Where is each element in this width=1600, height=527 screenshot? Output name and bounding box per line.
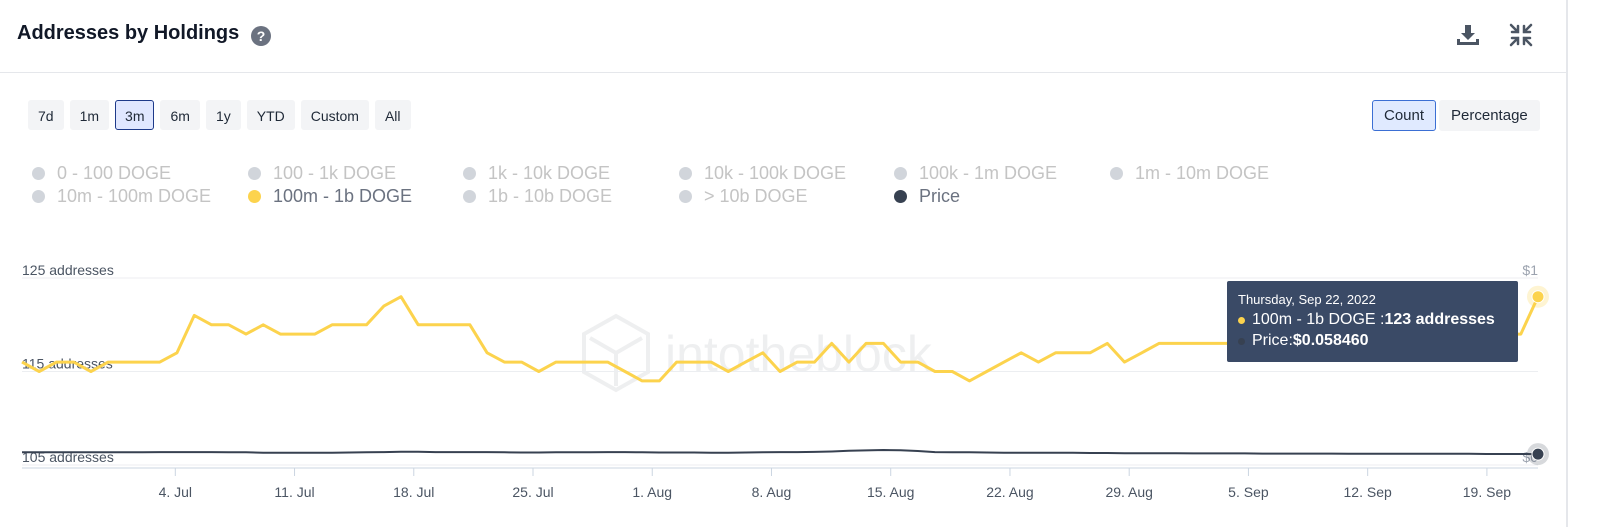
legend-item[interactable]: Price [894,186,960,207]
x-tick-label: 25. Jul [512,484,553,500]
tooltip-series-label: 100m - 1b DOGE : [1252,311,1385,328]
legend-label: Price [919,186,961,206]
legend-dot [463,190,476,203]
range-button-7d[interactable]: 7d [28,100,64,130]
range-button-1m[interactable]: 1m [69,100,110,130]
legend-dot [248,167,261,180]
tooltip-price-value: $0.058460 [1292,332,1369,349]
tooltip-date: Thursday, Sep 22, 2022 [1238,292,1376,307]
watermark-text: intotheblock [665,326,933,382]
legend-dot [679,167,692,180]
legend-item[interactable]: 10k - 100k DOGE [679,163,846,184]
legend-label: 0 - 100 DOGE [57,163,172,183]
legend-label: 1b - 10b DOGE [488,186,613,206]
legend-item[interactable]: 1k - 10k DOGE [463,163,610,184]
range-button-ytd[interactable]: YTD [246,100,295,130]
legend-label: 100k - 1m DOGE [919,163,1058,183]
legend-label: 1m - 10m DOGE [1135,163,1270,183]
x-tick-label: 8. Aug [752,484,792,500]
collapse-icon[interactable] [1508,22,1534,48]
legend-item[interactable]: 100 - 1k DOGE [248,163,396,184]
x-tick-label: 19. Sep [1463,484,1511,500]
x-tick-label: 29. Aug [1105,484,1153,500]
legend-item[interactable]: 1b - 10b DOGE [463,186,612,207]
tooltip-price-label: Price: [1252,332,1293,349]
legend-item[interactable]: 1m - 10m DOGE [1110,163,1269,184]
range-button-1y[interactable]: 1y [205,100,241,130]
chart-tooltip: Thursday, Sep 22, 2022 100m - 1b DOGE : … [1227,281,1518,362]
hover-markers [1527,285,1549,466]
x-tick-label: 18. Jul [393,484,434,500]
panel-edge [1566,0,1568,527]
legend-dot [894,167,907,180]
y-tick-label-right: $1 [1522,262,1538,278]
help-icon[interactable]: ? [251,26,271,46]
range-button-6m[interactable]: 6m [160,100,200,130]
tooltip-price-row: Price: $0.058460 [1238,332,1518,350]
x-tick-label: 1. Aug [632,484,672,500]
y-tick-label-left: 125 addresses [22,262,114,278]
chart-header: Addresses by Holdings ? [0,0,1566,73]
legend-item[interactable]: 10m - 100m DOGE [32,186,211,207]
display-mode-toggle: Count Percentage [1372,100,1540,131]
series-line [22,449,1539,456]
legend-dot [463,167,476,180]
watermark-logo: intotheblock [582,313,933,393]
legend-dot [679,190,692,203]
tooltip-series-dot [1238,316,1245,324]
mode-button-count[interactable]: Count [1372,100,1437,131]
legend-dot [32,167,45,180]
tooltip-price-dot [1238,337,1245,345]
legend-dot [1110,167,1123,180]
legend-dot [32,190,45,203]
page-title: Addresses by Holdings [17,22,240,44]
legend-label: 100 - 1k DOGE [273,163,397,183]
x-axis: 4. Jul 11. Jul 18. Jul 25. Jul 1. Aug 8. Aug 1… [22,467,1538,500]
tooltip-series-value: 123 addresses [1384,311,1495,328]
x-tick-label: 12. Sep [1344,484,1392,500]
range-button-3m[interactable]: 3m [115,100,155,130]
y-axis-right: $1$0 [1522,262,1538,465]
legend-label: 10k - 100k DOGE [704,163,847,183]
mode-button-percentage[interactable]: Percentage [1439,100,1540,131]
x-tick-label: 4. Jul [159,484,192,500]
x-tick-label: 22. Aug [986,484,1034,500]
download-icon[interactable] [1455,22,1481,48]
legend-dot [248,190,261,203]
legend-item[interactable]: 100m - 1b DOGE [248,186,412,207]
hover-point [1531,447,1545,461]
x-tick-label: 5. Sep [1228,484,1269,500]
x-tick-label: 15. Aug [867,484,915,500]
legend-item[interactable]: > 10b DOGE [679,186,808,207]
legend-item[interactable]: 100k - 1m DOGE [894,163,1057,184]
hover-point [1531,290,1545,304]
tooltip-series-row: 100m - 1b DOGE : 123 addresses [1238,311,1518,329]
legend-label: 1k - 10k DOGE [488,163,611,183]
range-button-custom[interactable]: Custom [300,100,369,130]
legend-item[interactable]: 0 - 100 DOGE [32,163,171,184]
legend-label: 100m - 1b DOGE [273,186,413,206]
time-range-selector: 7d 1m 3m 6m 1y YTD Custom All [28,100,411,130]
legend-label: 10m - 100m DOGE [57,186,212,206]
legend-label: > 10b DOGE [704,186,808,206]
range-button-all[interactable]: All [374,100,411,130]
legend-dot [894,190,907,203]
x-tick-label: 11. Jul [274,484,314,500]
